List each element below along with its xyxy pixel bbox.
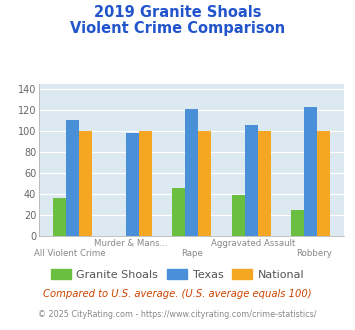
Text: 2019 Granite Shoals: 2019 Granite Shoals bbox=[94, 5, 261, 20]
Text: Aggravated Assault: Aggravated Assault bbox=[211, 239, 295, 248]
Text: Violent Crime Comparison: Violent Crime Comparison bbox=[70, 21, 285, 36]
Bar bbox=[291, 210, 304, 236]
Bar bbox=[66, 120, 79, 236]
Bar bbox=[198, 131, 211, 236]
Bar bbox=[245, 125, 258, 236]
Bar bbox=[258, 131, 271, 236]
Bar bbox=[185, 109, 198, 236]
Bar bbox=[231, 195, 245, 236]
Legend: Granite Shoals, Texas, National: Granite Shoals, Texas, National bbox=[46, 265, 309, 284]
Text: Murder & Mans...: Murder & Mans... bbox=[94, 239, 168, 248]
Text: Compared to U.S. average. (U.S. average equals 100): Compared to U.S. average. (U.S. average … bbox=[43, 289, 312, 299]
Bar bbox=[304, 107, 317, 236]
Bar bbox=[139, 131, 152, 236]
Text: Rape: Rape bbox=[181, 249, 203, 258]
Bar bbox=[172, 188, 185, 236]
Text: © 2025 CityRating.com - https://www.cityrating.com/crime-statistics/: © 2025 CityRating.com - https://www.city… bbox=[38, 310, 317, 318]
Bar bbox=[126, 133, 139, 236]
Text: Robbery: Robbery bbox=[296, 249, 332, 258]
Bar bbox=[317, 131, 331, 236]
Text: All Violent Crime: All Violent Crime bbox=[34, 249, 105, 258]
Bar bbox=[53, 198, 66, 236]
Bar bbox=[79, 131, 92, 236]
